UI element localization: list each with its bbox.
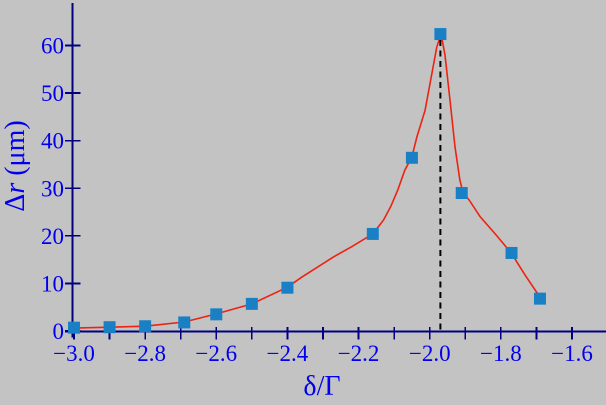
data-point-markers [68,28,546,334]
y-tick-label: 10 [41,271,64,296]
axes [65,3,606,338]
data-point-square [178,316,191,329]
x-tick-label: −2.0 [409,341,451,366]
x-tick-label: −2.4 [267,341,309,366]
x-tick-label: −2.6 [195,341,237,366]
data-point-square [366,227,379,240]
y-tick-labels: 0 10 20 30 40 50 60 [41,34,64,344]
x-tick-label: −3.0 [53,341,95,366]
fit-curve-line [73,30,541,329]
data-point-square [533,292,546,305]
data-point-square [139,320,152,333]
y-tick-label: 30 [41,176,64,201]
x-tick-label: −2.8 [124,341,166,366]
data-point-square [103,321,116,334]
data-point-square [281,281,294,294]
y-tick-label: 40 [41,129,64,154]
data-point-square [68,321,80,334]
y-title-variable: r [0,182,31,194]
data-point-square [455,187,468,200]
data-point-square [210,308,223,321]
y-tick-label: 50 [41,81,64,106]
x-tick-labels: −3.0 −2.8 −2.6 −2.4 −2.2 −2.0 −1.8 −1.6 [53,341,593,366]
y-title-unit: (μm) [0,120,31,176]
x-tick-label: −1.6 [551,341,593,366]
data-point-square [245,297,258,310]
y-tick-label: 60 [41,34,64,59]
x-tick-label: −2.2 [338,341,380,366]
y-tick-label: 20 [41,224,64,249]
x-tick-label: −1.8 [480,341,522,366]
y-title-delta-symbol: Δ [0,193,31,212]
data-point-square [405,151,418,164]
data-point-square [434,28,447,41]
y-tick-label: 0 [53,319,65,344]
x-axis-title: δ/Γ [303,371,341,402]
tick-marks [65,44,573,340]
y-axis-title: Δr (μm) [0,120,31,212]
data-point-square [505,246,518,259]
